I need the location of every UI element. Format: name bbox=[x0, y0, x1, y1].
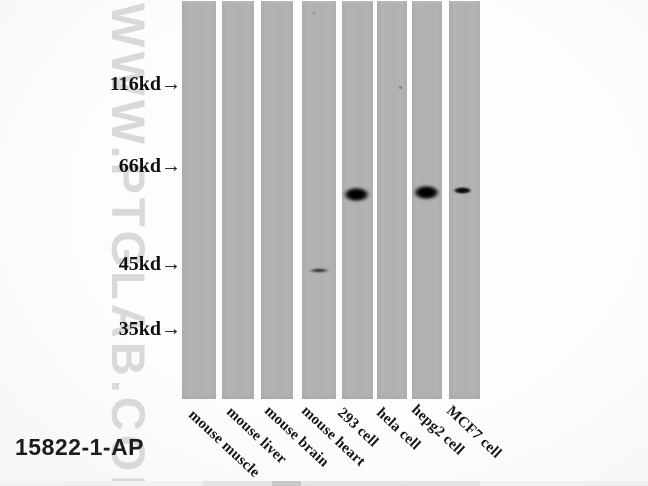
marker-66kd: 66kd→ bbox=[118, 155, 181, 177]
band-mcf7-cell bbox=[453, 187, 472, 194]
lane-mouse-liver bbox=[222, 1, 254, 399]
lower-panel-segment bbox=[203, 481, 480, 486]
lane-mcf7-cell bbox=[449, 1, 480, 399]
lane-mouse-muscle bbox=[182, 1, 216, 399]
membrane-speck bbox=[399, 86, 402, 89]
band-hepg2-cell bbox=[413, 185, 440, 200]
ptglab-watermark: WWW.PTGLAB.COM bbox=[102, 3, 155, 486]
marker-35kd: 35kd→ bbox=[118, 318, 181, 340]
lane-hela-cell bbox=[377, 1, 407, 399]
lane-hepg2-cell bbox=[412, 1, 442, 399]
marker-116kd: 116kd→ bbox=[109, 73, 181, 95]
catalog-number: 15822-1-AP bbox=[15, 434, 145, 460]
lane-mouse-brain bbox=[261, 1, 293, 399]
marker-45kd: 45kd→ bbox=[118, 253, 181, 275]
band-293-cell bbox=[343, 187, 370, 202]
lane-mouse-heart bbox=[302, 1, 336, 399]
lower-panel-segment bbox=[272, 481, 301, 486]
band-mouse-heart bbox=[308, 268, 330, 273]
lower-panel-edge bbox=[0, 481, 648, 486]
membrane-speck bbox=[313, 12, 315, 14]
